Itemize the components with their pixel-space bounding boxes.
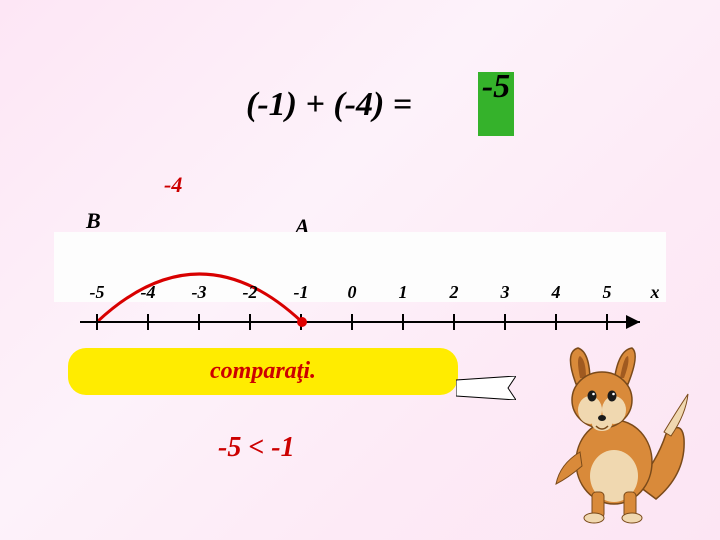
speech-bubble: comparaţi. bbox=[68, 348, 458, 395]
tick-label: -2 bbox=[235, 282, 265, 303]
equation-lhs: (-1) + (-4) = bbox=[246, 86, 412, 124]
comparison-text: -5 < -1 bbox=[218, 432, 295, 464]
tick-label: 0 bbox=[337, 282, 367, 303]
x-axis-label: х bbox=[640, 282, 670, 303]
tick-label: -1 bbox=[286, 282, 316, 303]
tick-label: -4 bbox=[133, 282, 163, 303]
tick-label: 5 bbox=[592, 282, 622, 303]
tick-label: 3 bbox=[490, 282, 520, 303]
fox-illustration bbox=[536, 344, 692, 524]
equation-answer: -5 bbox=[478, 72, 514, 136]
point-b-label: B bbox=[86, 208, 101, 234]
tick-label: 4 bbox=[541, 282, 571, 303]
tick-label: 2 bbox=[439, 282, 469, 303]
tick-labels: -5 -4 -3 -2 -1 012345 bbox=[80, 262, 660, 302]
slide-root: (-1) + (-4) = -5 -4 A B -5-4-3-2-1012345… bbox=[0, 0, 720, 540]
bubble-tail bbox=[456, 376, 516, 400]
arc-label: -4 bbox=[164, 172, 182, 198]
tick-label: -3 bbox=[184, 282, 214, 303]
tick-label: 1 bbox=[388, 282, 418, 303]
tick-label: -5 bbox=[82, 282, 112, 303]
